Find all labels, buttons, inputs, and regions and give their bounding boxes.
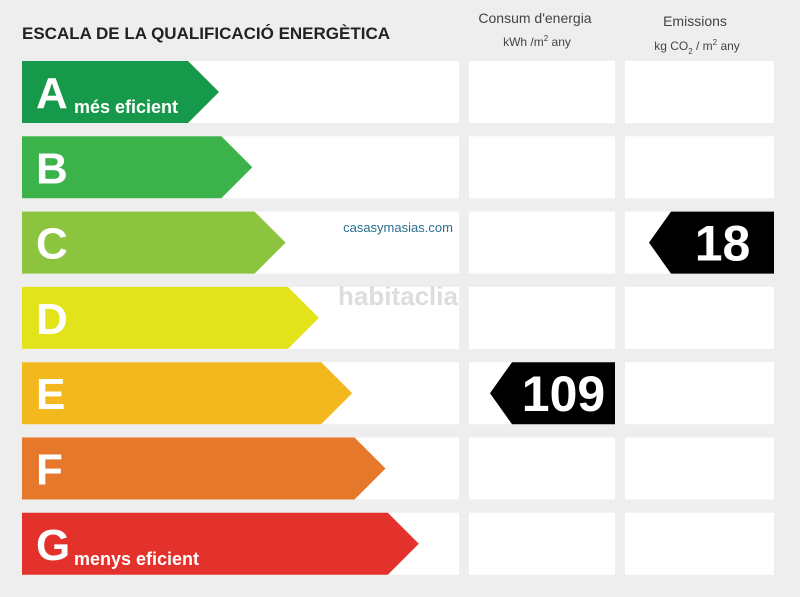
unit-sup: 2 (544, 34, 549, 43)
rating-note: menys eficient (74, 549, 199, 569)
column-unit: kWh /m2 any (503, 34, 571, 49)
rating-letter: A (36, 69, 68, 118)
rating-badge (490, 362, 615, 425)
cell (625, 61, 774, 123)
rating-arrow (22, 61, 219, 123)
unit-part: kWh /m (503, 35, 544, 49)
cell (469, 211, 615, 274)
badge-value: 109 (522, 366, 605, 422)
cell (469, 437, 615, 500)
unit-sup: 2 (713, 38, 718, 47)
watermark: habitaclia (338, 281, 458, 311)
rating-arrow (22, 512, 419, 575)
rating-arrow (22, 136, 253, 199)
rating-arrow (22, 362, 353, 425)
cell (469, 286, 615, 349)
column-header: Emissions (663, 13, 727, 29)
badge-value: 18 (695, 216, 751, 272)
rating-letter: B (36, 144, 68, 193)
cell (625, 362, 774, 425)
column-header: Consum d'energia (478, 10, 591, 26)
column-unit: kg CO2 / m2 any (654, 38, 740, 56)
cell (625, 512, 774, 575)
cell (625, 437, 774, 500)
cell (469, 512, 615, 575)
rating-note: més eficient (74, 97, 178, 117)
unit-part: any (717, 39, 740, 53)
rating-badge (649, 211, 774, 274)
cell (469, 61, 615, 123)
rating-letter: C (36, 220, 68, 269)
rating-arrow (22, 286, 319, 349)
rating-letter: E (36, 370, 65, 419)
unit-sub: 2 (688, 47, 693, 56)
watermark: casasymasias.com (343, 220, 453, 235)
rating-arrow (22, 211, 286, 274)
cell (625, 136, 774, 199)
rating-letter: G (36, 521, 70, 570)
cell (469, 136, 615, 199)
unit-part: / m (693, 39, 713, 53)
rating-letter: D (36, 295, 68, 344)
title: ESCALA DE LA QUALIFICACIÓ ENERGÈTICA (22, 24, 390, 43)
rating-arrow (22, 437, 386, 500)
rating-letter: F (36, 446, 63, 495)
unit-part: any (548, 35, 571, 49)
cell (625, 286, 774, 349)
unit-part: kg CO (654, 39, 688, 53)
